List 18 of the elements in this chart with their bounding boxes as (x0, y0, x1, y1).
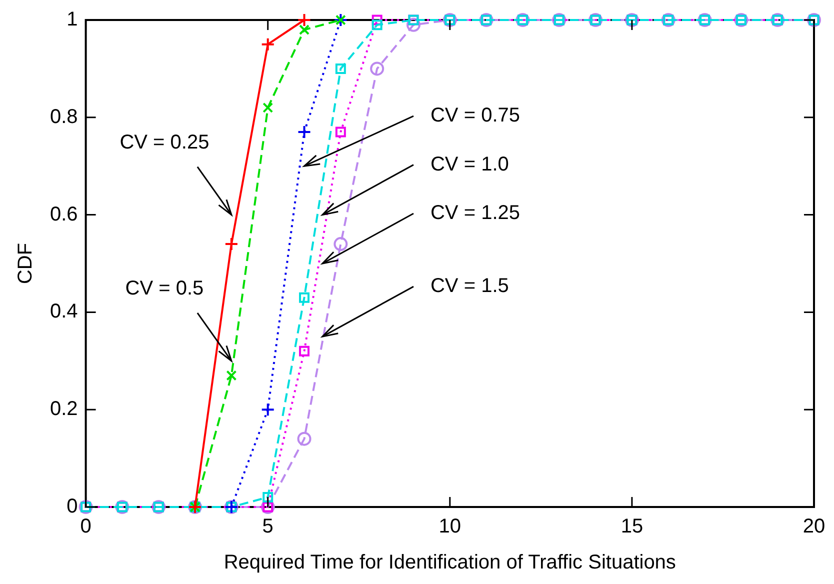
annotation: CV = 0.5 (125, 277, 204, 300)
annotation: CV = 0.25 (120, 131, 210, 154)
y-tick-label: 0.8 (50, 106, 78, 128)
x-tick-label: 5 (262, 516, 274, 538)
annotation: CV = 1.25 (430, 202, 520, 224)
annotation: CV = 1.0 (430, 153, 509, 176)
y-tick-label: 0.2 (50, 398, 78, 420)
y-tick-label: 0 (66, 496, 78, 518)
x-tick-label: 10 (438, 516, 462, 538)
annotation: CV = 0.75 (430, 104, 520, 127)
x-tick-label: 15 (620, 516, 644, 538)
annotation: CV = 1.5 (430, 275, 509, 298)
y-tick-label: 0.6 (50, 203, 78, 226)
y-axis-title: CDF (14, 242, 37, 284)
y-tick-label: 1 (66, 8, 78, 31)
x-tick-label: 20 (802, 516, 826, 538)
y-tick-label: 0.4 (50, 300, 78, 323)
x-axis-title: Required Time for Identification of Traffic Situations (224, 552, 676, 574)
